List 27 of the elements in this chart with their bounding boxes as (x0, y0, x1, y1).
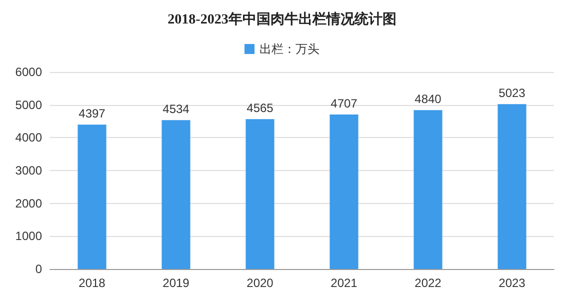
x-tick-label: 2020 (246, 276, 274, 290)
bar (78, 124, 106, 269)
x-tick-label: 2023 (498, 276, 526, 290)
x-tick-label: 2019 (162, 276, 190, 290)
data-label: 4707 (330, 96, 358, 110)
y-tick-label: 1000 (15, 229, 42, 244)
x-tick-label: 2018 (78, 276, 106, 290)
y-tick-label: 3000 (15, 164, 42, 178)
x-tick-label: 2021 (330, 276, 358, 290)
data-label: 4534 (162, 102, 190, 116)
y-tick-label: 4000 (15, 130, 42, 145)
y-tick-label: 5000 (15, 98, 42, 112)
bar (330, 114, 358, 269)
y-tick-label: 2000 (15, 196, 42, 210)
bar (498, 104, 526, 269)
legend-label: 出栏：万头 (260, 42, 320, 56)
data-label: 4840 (414, 92, 442, 106)
data-label: 4565 (246, 101, 274, 116)
data-label: 5023 (498, 86, 526, 100)
x-tick-label: 2022 (414, 276, 442, 290)
data-label: 4397 (78, 106, 106, 121)
bar (246, 119, 274, 269)
bar (162, 120, 190, 269)
bar (414, 110, 442, 269)
y-tick-label: 0 (35, 262, 42, 276)
chart-title: 2018-2023年中国肉牛出栏情况统计图 (168, 10, 396, 28)
y-tick-label: 6000 (15, 65, 42, 79)
